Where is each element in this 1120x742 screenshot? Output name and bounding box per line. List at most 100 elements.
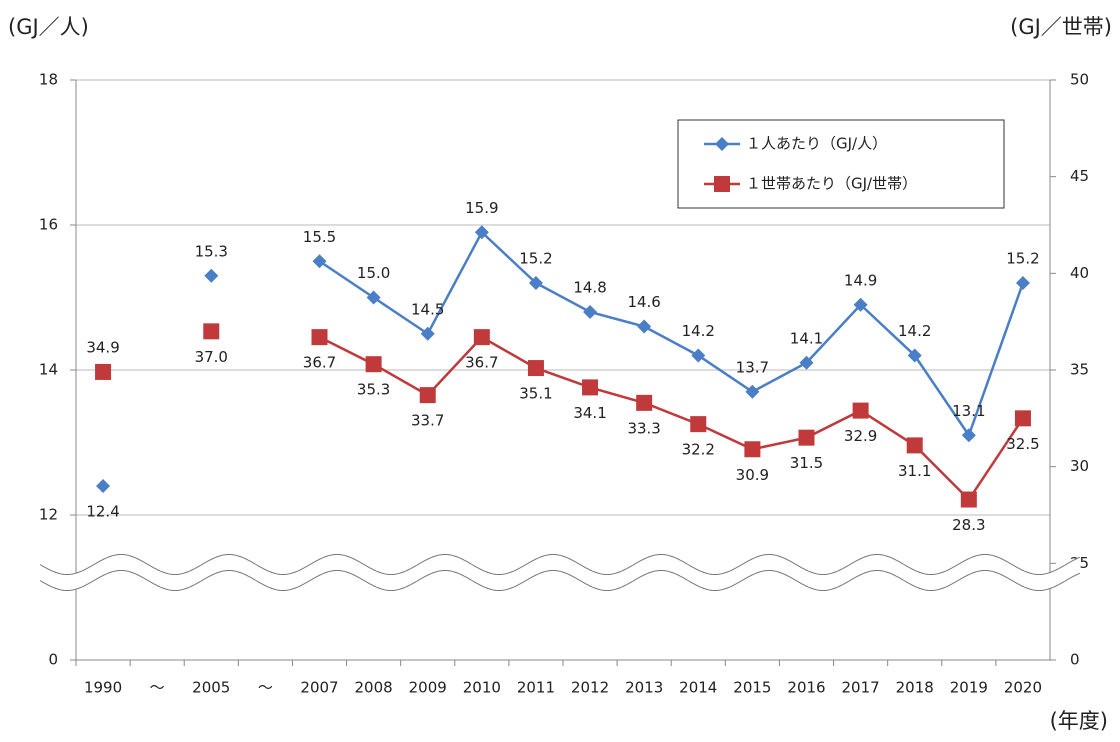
data-point [96,479,111,493]
data-point [204,268,219,283]
axis-break-line [39,554,1081,575]
legend-label: １人あたり（GJ/人） [746,135,887,153]
data-point [636,394,653,411]
data-label: 14.8 [573,279,606,297]
data-label: 32.2 [682,441,715,459]
data-point [906,437,923,454]
y-tick-label: 14 [39,361,58,379]
data-label: 14.6 [627,293,660,311]
x-tick-label: 2016 [787,679,825,697]
data-label: 34.9 [86,338,119,356]
data-point [715,137,729,151]
data-point [474,225,489,240]
data-label: 15.9 [465,199,498,217]
y-tick-label: 12 [39,506,58,524]
data-label: 15.2 [519,250,552,268]
data-point [745,384,760,399]
data-point [691,348,706,363]
data-label: 36.7 [465,354,498,372]
data-label: 30.9 [736,466,769,484]
y-tick-label: 0 [48,651,58,669]
y2-tick-label: 40 [1070,264,1089,282]
data-point [312,254,327,269]
x-tick-label: 2009 [409,679,447,697]
data-label: 12.4 [86,503,119,521]
x-tick-label: 2008 [355,679,393,697]
x-tick-label: 1990 [84,679,122,697]
x-tick-label: 2020 [1004,679,1042,697]
data-label: 14.5 [411,300,444,318]
data-point [365,356,382,373]
axis-break-band [40,554,1080,591]
x-tick-label: 2007 [300,679,338,697]
y2-axis-title: (GJ／世帯) [1010,15,1112,39]
data-label: 15.0 [357,264,390,282]
x-tick-label: 2005 [192,679,230,697]
data-point [366,290,381,305]
data-point [1014,410,1031,427]
y-tick-label: 16 [39,216,58,234]
data-point [203,323,220,340]
y-axis-title: (GJ／人) [8,15,89,39]
data-point [960,491,977,508]
data-label: 15.3 [195,242,228,260]
data-label: 36.7 [303,354,336,372]
data-label: 35.1 [519,385,552,403]
y2-tick-label: 50 [1070,71,1089,89]
x-tick-label: 2015 [733,679,771,697]
data-label: 32.5 [1006,435,1039,453]
y2-tick-label: 35 [1070,361,1089,379]
data-label: 28.3 [952,516,985,534]
legend-label: １世帯あたり（GJ/世帯） [746,175,917,193]
data-point [1015,276,1030,290]
data-point [961,428,976,443]
x-tick-label: 2012 [571,679,609,697]
data-point [311,329,328,346]
data-point [799,355,814,370]
series-line [318,230,1025,438]
data-label: 32.9 [844,427,877,445]
data-point [527,360,544,377]
x-tick-label: 2018 [896,679,934,697]
data-label: 37.0 [195,348,228,366]
data-point [690,416,707,433]
data-point [853,297,868,312]
data-point [528,276,543,290]
data-label: 35.3 [357,381,390,399]
x-tick-label: 2017 [842,679,880,697]
data-point [420,326,435,341]
legend-box [677,119,1005,209]
data-label: 14.2 [898,322,931,340]
x-tick-label: 2010 [463,679,501,697]
data-point [907,348,922,363]
y2-tick-label: 0 [1070,651,1080,669]
data-label: 14.9 [844,271,877,289]
data-label: 31.5 [790,454,823,472]
data-point [744,441,761,458]
data-label: 33.3 [627,419,660,437]
data-label: 15.2 [1006,250,1039,268]
x-tick-label: 2014 [679,679,717,697]
x-axis-title: (年度) [1050,709,1108,733]
data-point [419,387,436,404]
data-point [852,402,869,419]
y2-tick-label: 45 [1070,167,1089,185]
data-label: 31.1 [898,462,931,480]
data-point [473,329,490,346]
x-tick-label: ～ [150,679,165,697]
data-point [798,429,815,446]
data-label: 14.1 [790,329,823,347]
data-point [714,176,730,192]
x-tick-label: 2013 [625,679,663,697]
data-point [637,319,652,334]
axis-break-line [39,570,1081,591]
x-tick-label: 2019 [950,679,988,697]
data-point [582,379,599,396]
data-point [95,363,112,380]
y2-tick-label: 30 [1070,457,1089,475]
data-label: 13.1 [952,402,985,420]
data-label: 14.2 [682,322,715,340]
data-label: 34.1 [573,404,606,422]
